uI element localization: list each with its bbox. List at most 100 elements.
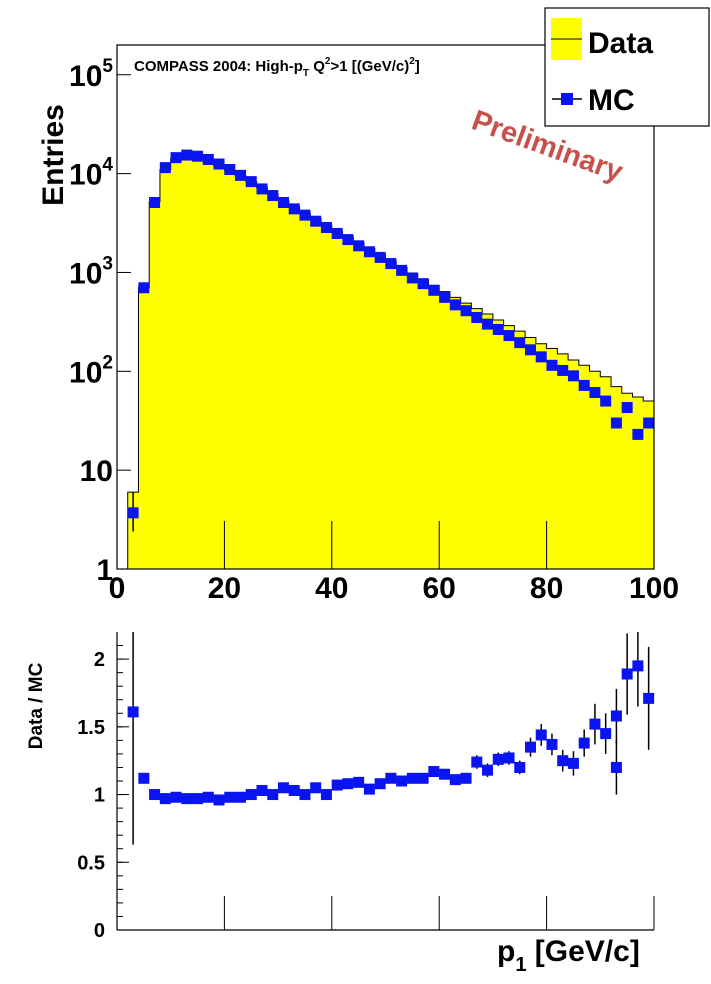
ratio-marker [202, 791, 214, 803]
ratio-marker [363, 783, 375, 795]
mc-marker [471, 312, 483, 324]
bottom-x-ticks [116, 896, 655, 930]
ratio-marker [600, 728, 612, 740]
mc-marker [202, 153, 214, 165]
data-bar [321, 225, 333, 570]
ratio-marker [256, 784, 268, 796]
ratio-marker [267, 789, 279, 801]
data-bar [578, 365, 590, 569]
top-x-ticks: 0 20 40 60 80 100 [109, 521, 679, 605]
mc-marker [363, 246, 375, 258]
ratio-marker [557, 755, 569, 767]
mc-marker [621, 402, 633, 414]
bottom-y-ticks: 0 0.5 1 1.5 2 [77, 645, 129, 942]
top-y-tick-label: 105 [69, 56, 113, 93]
top-y-tick-label: 102 [69, 352, 113, 389]
ratio-marker [159, 793, 171, 805]
mc-marker [224, 164, 236, 176]
mc-marker [342, 234, 354, 246]
mc-marker [406, 272, 418, 284]
mc-marker [181, 149, 193, 161]
ratio-marker [492, 753, 504, 765]
mc-marker [417, 278, 429, 290]
mc-marker [288, 203, 300, 215]
ratio-marker [310, 782, 322, 794]
mc-marker [643, 417, 655, 429]
data-bar [331, 231, 343, 570]
data-bar [621, 393, 633, 569]
ratio-marker [385, 772, 397, 784]
ratio-marker [192, 793, 204, 805]
data-bar [460, 303, 472, 569]
mc-marker [331, 227, 343, 239]
data-bar [396, 267, 408, 569]
mc-marker [578, 379, 590, 391]
data-bar [170, 158, 182, 569]
mc-marker [546, 359, 558, 371]
data-bar [288, 206, 300, 569]
ratio-marker [460, 772, 472, 784]
data-bar [353, 242, 365, 569]
data-bar [256, 187, 268, 569]
data-bar [159, 169, 172, 569]
top-y-axis-label: Entries [37, 104, 70, 206]
ratio-marker [439, 768, 451, 780]
data-bar [364, 248, 376, 569]
data-bar [632, 396, 644, 569]
ratio-marker [396, 775, 408, 787]
ratio-marker [610, 761, 622, 773]
ratio-marker [277, 782, 289, 794]
ratio-marker [546, 738, 558, 750]
legend-mc-marker [561, 93, 573, 105]
ratio-marker [213, 794, 225, 806]
ratio-marker [589, 718, 601, 730]
ratio-marker [406, 772, 418, 784]
top-x-tick-label: 20 [208, 572, 241, 605]
data-bar [482, 313, 494, 569]
mc-marker [277, 197, 289, 209]
data-bar [611, 386, 623, 569]
ratio-marker [643, 692, 655, 704]
mc-marker [600, 395, 612, 407]
top-x-tick-label: 80 [530, 572, 563, 605]
ratio-marker [288, 784, 300, 796]
top-y-tick-label: 10 [80, 455, 113, 488]
data-bar [471, 308, 483, 569]
mc-marker [213, 158, 225, 170]
ratio-marker [245, 789, 257, 801]
ratio-marker [428, 766, 440, 778]
mc-marker [374, 251, 386, 263]
ratio-marker [224, 791, 236, 803]
mc-marker [610, 417, 622, 429]
data-bar [643, 401, 655, 569]
mc-marker [245, 176, 257, 188]
ratio-marker [514, 761, 526, 773]
data-bar [439, 291, 451, 569]
mc-marker [396, 264, 408, 276]
mc-marker [632, 428, 644, 440]
data-bar [299, 212, 311, 570]
data-bar [525, 337, 537, 569]
data-histogram [127, 156, 655, 570]
data-bar [138, 287, 150, 569]
mc-marker [449, 299, 461, 311]
data-bar [492, 320, 505, 569]
ratio-marker [170, 791, 182, 803]
data-bar [406, 273, 419, 569]
ratio-marker [331, 779, 343, 791]
bottom-y-tick-label: 1 [94, 785, 105, 807]
ratio-points [127, 632, 655, 845]
mc-marker [149, 197, 161, 209]
data-bar [267, 194, 279, 569]
top-y-tick-label: 1 [96, 554, 113, 587]
ratio-marker [320, 789, 332, 801]
mc-marker [428, 284, 440, 296]
data-bar [278, 200, 290, 570]
mc-marker [299, 209, 311, 221]
ratio-marker [299, 789, 311, 801]
ratio-marker [149, 789, 161, 801]
data-bar [503, 325, 515, 569]
mc-marker [267, 190, 279, 202]
data-bar [600, 376, 612, 569]
data-bar [245, 181, 258, 569]
